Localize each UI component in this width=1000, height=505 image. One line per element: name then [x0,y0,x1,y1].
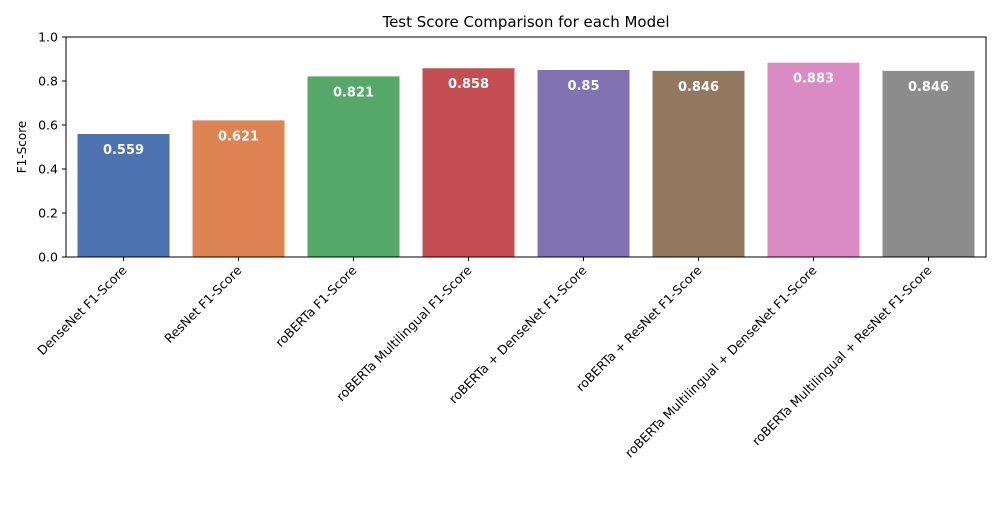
chart-title: Test Score Comparison for each Model [381,13,669,31]
bars-group [77,62,975,258]
bar-value-label-7: 0.883 [793,72,834,87]
bar-3 [307,76,400,257]
y-tick-label: 1.0 [38,30,58,45]
x-tick-label: ResNet F1-Score [161,262,245,346]
bar-value-label-1: 0.559 [103,143,144,158]
x-tick-label: roBERTa + DenseNet F1-Score [446,262,590,406]
bar-value-label-4: 0.858 [448,77,489,92]
x-tick-label: roBERTa F1-Score [272,262,360,350]
y-axis-label: F1-Score [15,121,29,173]
x-axis: DenseNet F1-Score ResNet F1-Score roBERTa … [34,257,935,460]
x-tick-label: roBERTa + ResNet F1-Score [573,262,705,394]
y-tick-label: 0.4 [38,162,58,177]
y-tick-label: 0.8 [38,74,58,89]
bar-value-label-2: 0.621 [218,129,259,144]
bar-value-label-8: 0.846 [908,80,949,95]
bar-7 [767,62,860,257]
y-axis: 0.0 0.2 0.4 0.6 0.8 1.0 [38,30,66,265]
bar-6 [652,70,745,257]
bar-value-label-3: 0.821 [333,85,374,100]
x-tick-label: DenseNet F1-Score [34,262,130,358]
bar-2 [192,120,285,257]
bar-4 [422,68,515,258]
bar-1 [77,134,170,257]
bar-value-label-5: 0.85 [567,79,599,94]
y-tick-label: 0.0 [38,250,58,265]
bar-5 [537,70,630,257]
y-tick-label: 0.2 [38,206,58,221]
plot-frame [65,36,987,258]
y-tick-label: 0.6 [38,118,58,133]
bar-value-label-6: 0.846 [678,80,719,95]
x-tick-label: roBERTa Multilingual + DenseNet F1-Score [622,262,820,460]
bar-8 [882,70,975,257]
x-tick-label: roBERTa Multilingual F1-Score [333,262,475,404]
x-tick-label: roBERTa Multilingual + ResNet F1-Score [749,262,935,448]
data-labels-group: 0.559 0.621 0.821 0.858 0.85 0.846 0.883 0.846 [103,72,949,158]
